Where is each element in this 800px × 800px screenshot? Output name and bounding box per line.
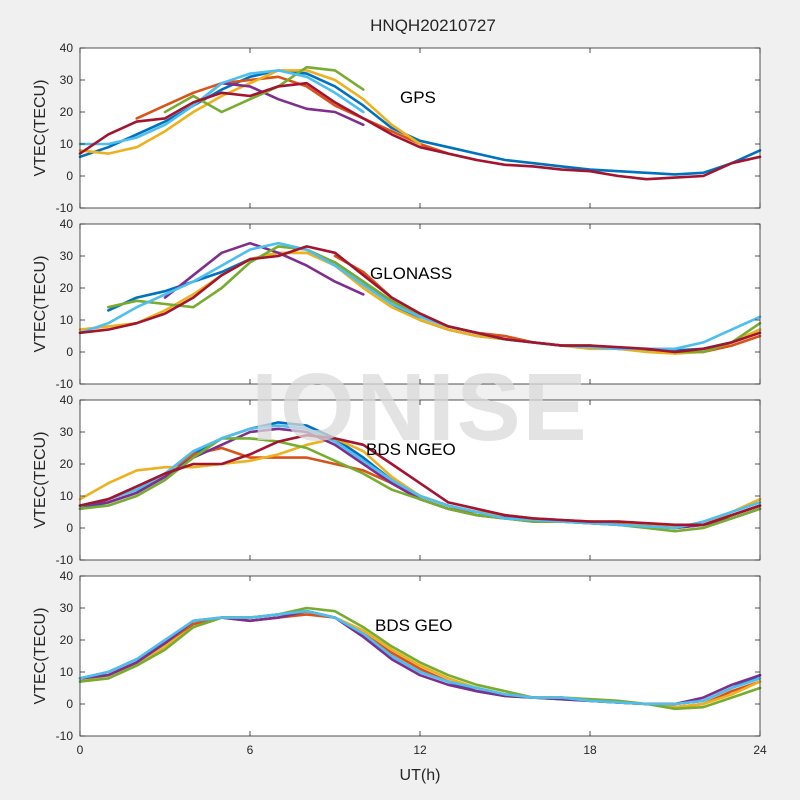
series-line [78,69,422,155]
y-tick-label: 20 [60,457,74,471]
plot-area [80,48,760,208]
panel-label: BDS NGEO [366,440,456,459]
y-tick-label: -10 [56,201,74,215]
y-tick-label: 0 [66,697,73,711]
y-tick-label: 30 [60,249,74,263]
x-axis-label: UT(h) [400,767,441,784]
series-line [78,69,365,146]
plot-area [80,400,760,560]
y-tick-label: 20 [60,281,74,295]
panel-label: GLONASS [370,264,452,283]
series-line [78,433,762,527]
panel-gps: -10 0 10 20 30 40 VTEC(TECU) GPS [32,41,762,215]
series-line [78,609,762,706]
panel-bds-ngeo: -10 0 10 20 30 40 VTEC(TECU) BDS NGEO [32,393,762,567]
watermark-text: IONISE [251,354,588,461]
y-tick-label: 0 [66,169,73,183]
y-axis-label: VTEC(TECU) [32,608,49,705]
series-line [78,424,762,530]
y-tick-label: 10 [60,665,74,679]
y-tick-label: -10 [56,729,74,743]
y-tick-label: 40 [60,41,74,55]
y-tick-label: -10 [56,377,74,391]
y-tick-label: 30 [60,425,74,439]
y-tick-label: 40 [60,569,74,583]
y-axis-label: VTEC(TECU) [32,256,49,353]
series-line [78,251,762,355]
y-tick-label: 20 [60,633,74,647]
x-tick-label: 0 [77,743,84,757]
panel-label: GPS [400,88,436,107]
series-line [163,241,365,299]
panel-label: BDS GEO [375,616,452,635]
series-line [163,65,365,114]
y-tick-label: 20 [60,105,74,119]
chart-title: HNQH20210727 [370,16,496,35]
y-tick-label: 10 [60,489,74,503]
panel-glonass: -10 0 10 20 30 40 VTEC(TECU) GLONASS [32,217,762,391]
series-line [78,245,762,354]
y-tick-label: 0 [66,521,73,535]
y-axis-label: VTEC(TECU) [32,432,49,529]
y-tick-label: 40 [60,217,74,231]
x-tick-label: 24 [753,743,767,757]
y-axis-label: VTEC(TECU) [32,80,49,177]
y-tick-label: 0 [66,345,73,359]
y-tick-label: -10 [56,553,74,567]
y-tick-label: 30 [60,601,74,615]
y-tick-label: 40 [60,393,74,407]
y-tick-label: 10 [60,137,74,151]
plot-area [80,576,760,736]
x-tick-label: 6 [247,743,254,757]
series-line [78,437,762,533]
y-tick-label: 30 [60,73,74,87]
x-tick-label: 12 [413,743,427,757]
x-tick-label: 18 [583,743,597,757]
series-line [78,81,762,181]
y-tick-label: 10 [60,313,74,327]
plot-area [80,224,760,384]
